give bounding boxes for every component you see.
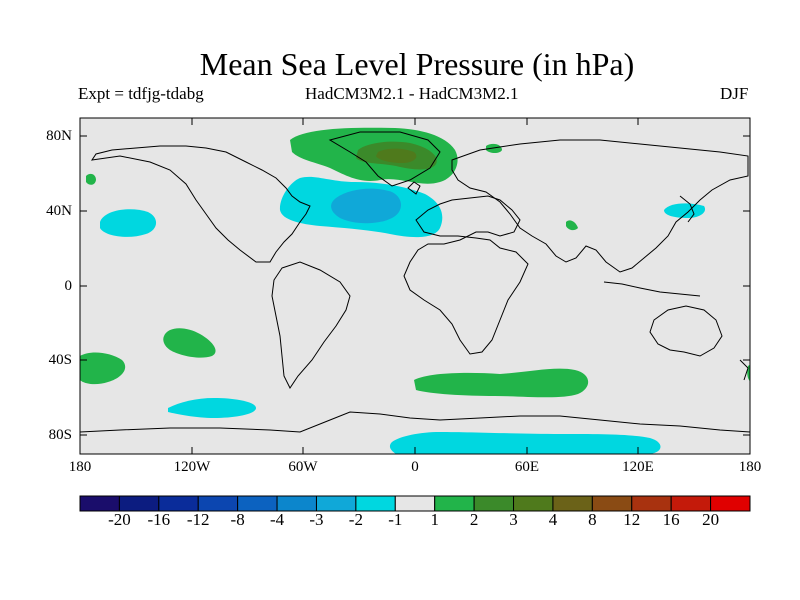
antarctic-coast-negative-region: [389, 432, 661, 454]
colorbar-label: 12: [623, 510, 641, 529]
colorbar-label: -8: [230, 510, 245, 529]
coastlines: [80, 131, 750, 433]
australia-coast: [649, 305, 723, 357]
map-title: Mean Sea Level Pressure (in hPa): [199, 46, 635, 82]
colorbar-swatch: [158, 495, 199, 512]
axis-ticks: [79, 118, 751, 454]
lon-tick-label: 60W: [288, 459, 318, 475]
colorbar-label: -3: [309, 510, 324, 529]
colorbar-swatch: [552, 495, 593, 512]
colorbar-swatch: [473, 495, 515, 512]
colorbar-swatch: [315, 495, 357, 512]
greenland-arctic-positive-region-east: [486, 143, 502, 153]
colorbar-swatch: [197, 495, 239, 512]
japan-negative-region: [664, 203, 706, 218]
colorbar-swatch: [237, 495, 278, 512]
lat-tick-label: 0: [64, 278, 73, 294]
lon-tick-label: 120E: [622, 459, 654, 475]
uk-coast: [407, 181, 421, 195]
colorbar-swatch: [670, 495, 712, 512]
lat-tick-label: 40S: [48, 352, 72, 368]
greenland-coast: [328, 131, 441, 187]
antarctica-coast: [80, 411, 750, 433]
colorbar-label: 20: [702, 510, 720, 529]
colorbar-label: -16: [147, 510, 171, 529]
colorbar-swatch: [118, 495, 160, 512]
season-label: DJF: [720, 84, 749, 103]
greenland-max-region: [376, 148, 417, 163]
lon-tick-label: 180: [738, 459, 762, 475]
indonesia-coast: [603, 281, 701, 297]
colorbar-label: 3: [509, 510, 518, 529]
colorbar-swatch: [591, 495, 633, 512]
lon-tick-label: 120W: [173, 459, 211, 475]
new-zealand-coast: [739, 359, 749, 381]
colorbar-label: -12: [186, 510, 210, 529]
colorbar-label: 2: [469, 510, 479, 529]
lon-tick-label: 0: [411, 459, 419, 475]
colorbar-swatch: [710, 495, 751, 512]
colorbar-swatch: [513, 495, 554, 512]
model-label: HadCM3M2.1 - HadCM3M2.1: [305, 84, 519, 103]
colorbar-label: -1: [388, 510, 403, 529]
colorbar-swatch: [631, 495, 672, 512]
europe-africa-coast: [403, 195, 529, 355]
colorbar-swatch: [276, 495, 317, 512]
colorbar-swatch: [394, 495, 436, 512]
asia-positive-spot: [566, 220, 578, 231]
lon-tick-label: 60E: [514, 459, 540, 475]
anomaly-shading: [80, 127, 750, 454]
colorbar-label: -20: [108, 510, 131, 529]
lat-tick-label: 40N: [46, 203, 72, 219]
colorbar-swatch: [355, 495, 396, 512]
south-america-coast: [271, 261, 351, 389]
experiment-label: Expt = tdfjg-tdabg: [78, 84, 204, 103]
north-pacific-negative-region: [100, 209, 157, 237]
north-america-coast: [90, 145, 311, 263]
colorbar-label: 4: [548, 510, 558, 529]
south-pacific-positive-region: [163, 328, 216, 358]
alaska-arctic-positive-region: [86, 173, 96, 185]
japan-coast: [679, 195, 695, 223]
colorbar-swatch: [434, 495, 475, 512]
southern-indian-positive-region: [414, 368, 589, 398]
colorbar-swatch: [79, 495, 120, 512]
colorbar-label: 1: [430, 510, 439, 529]
colorbar-label: -4: [269, 510, 285, 529]
southern-ocean-pacific-negative-region: [168, 398, 256, 418]
lat-tick-label: 80N: [46, 128, 72, 144]
colorbar-label: 16: [662, 510, 680, 529]
lat-tick-label: 80S: [48, 427, 72, 443]
asia-coast: [451, 139, 749, 273]
colorbar-label: 8: [588, 510, 597, 529]
north-atlantic-core-region: [331, 188, 401, 224]
colorbar: [79, 495, 751, 512]
lon-tick-label: 180: [68, 459, 92, 475]
east-pacific-south-positive-region: [80, 352, 126, 385]
colorbar-label: -2: [348, 510, 363, 529]
